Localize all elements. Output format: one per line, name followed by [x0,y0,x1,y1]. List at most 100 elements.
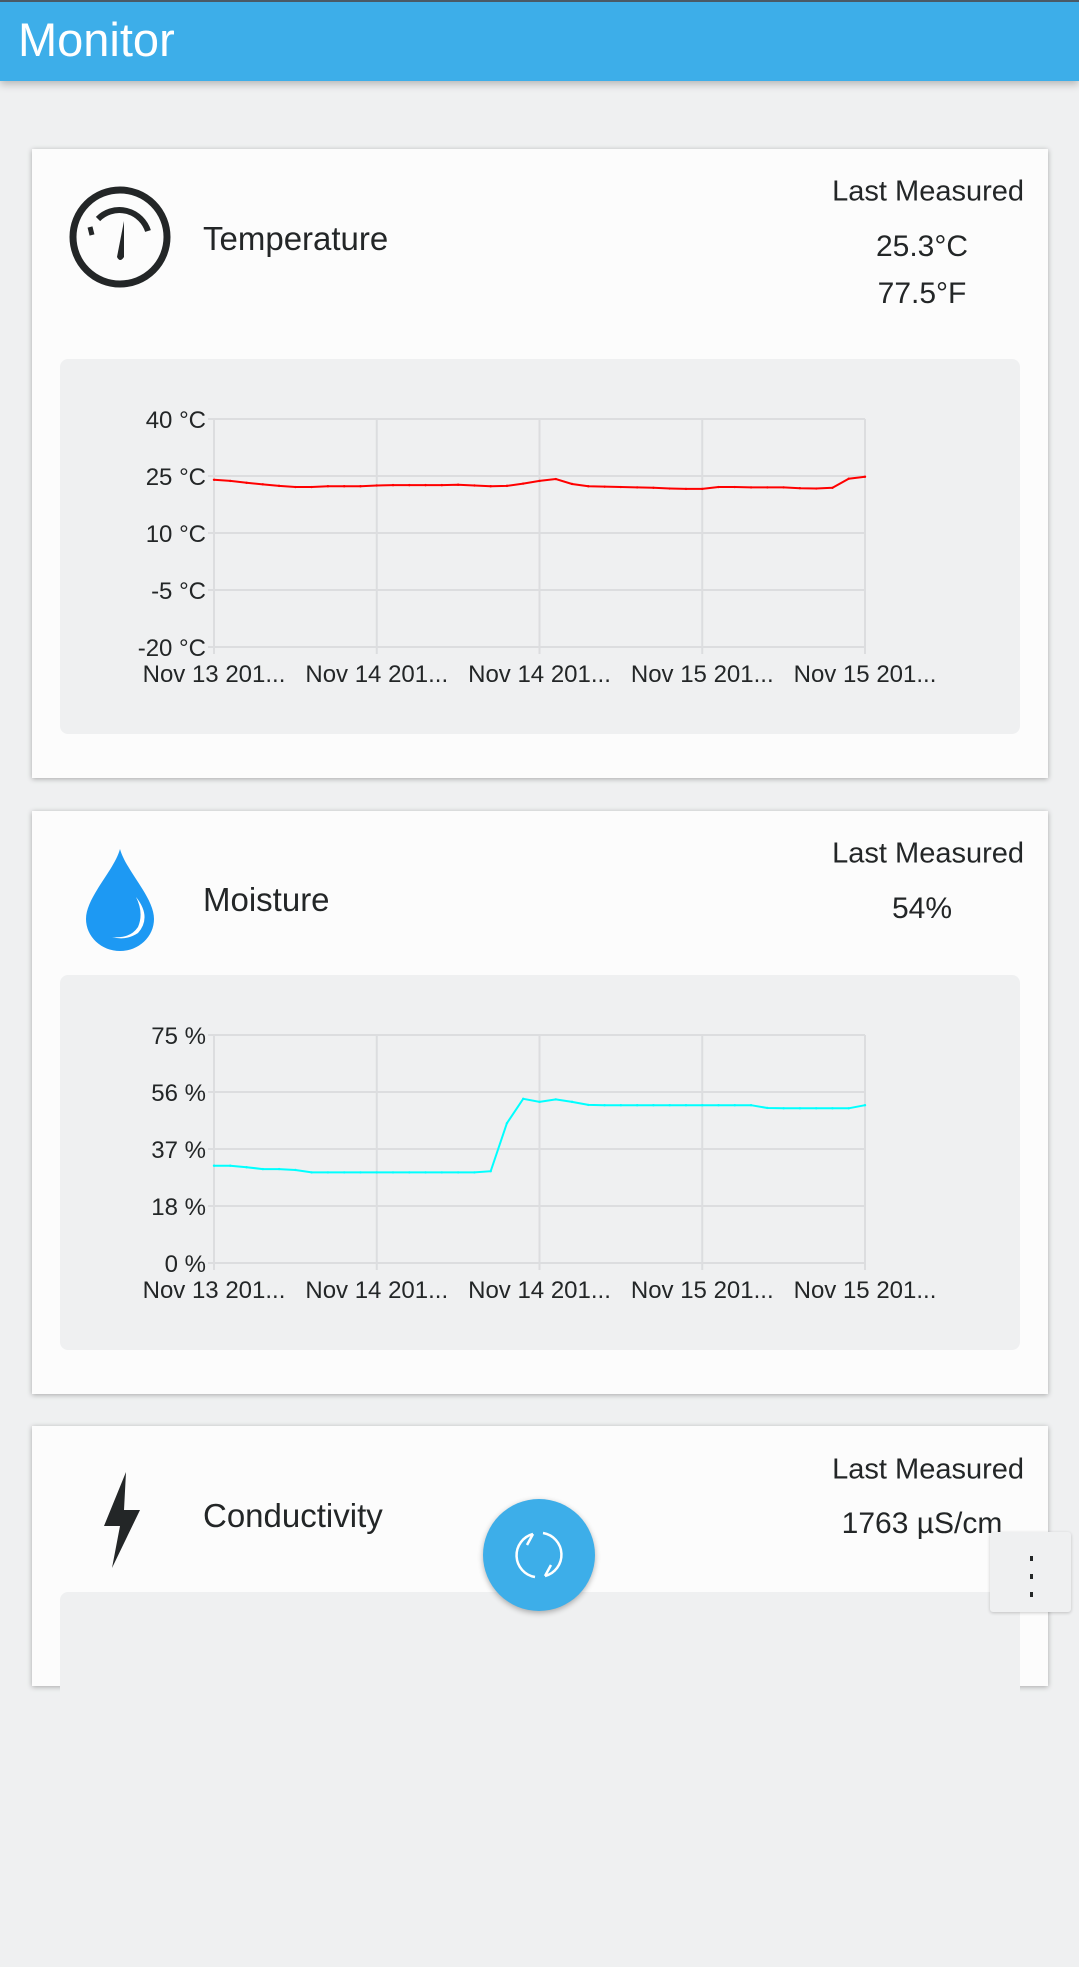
data-point [522,482,525,485]
data-point [522,1097,525,1101]
data-point [229,1164,232,1167]
y-tick-label: 18 % [151,1194,206,1221]
data-point [538,1100,541,1104]
data-point [587,1103,590,1107]
data-point [798,1107,802,1110]
x-tick-label: Nov 14 201... [468,1277,611,1304]
data-point [277,484,281,488]
vertical-dots-icon [1030,1556,1033,1597]
data-point [635,1104,639,1107]
last-measured-label: Last Measured [832,837,1024,870]
data-point [782,486,785,489]
gauge-icon [69,186,171,288]
x-tick-label: Nov 13 201... [143,661,286,688]
data-point [863,475,867,478]
overflow-menu-button[interactable] [990,1532,1071,1612]
data-point [603,1104,606,1107]
temperature-card: Temperature Last Measured 25.3°C 77.5°F … [32,149,1048,778]
data-point [749,1104,753,1107]
data-point [570,482,574,486]
conductivity-chart [60,1592,1020,1967]
data-point [847,477,850,480]
data-point [326,1171,330,1174]
card-title: Moisture [203,881,330,918]
data-point [294,485,297,489]
data-point [245,481,248,485]
data-point [326,485,330,488]
y-tick-label: 56 % [151,1080,206,1107]
data-point [587,485,590,488]
data-point [538,479,541,483]
last-measured-label: Last Measured [832,1453,1024,1486]
data-point [456,1171,460,1174]
x-tick-label: Nov 14 201... [305,661,448,688]
data-point [652,1104,655,1107]
data-point [668,487,671,490]
app-title: Monitor [18,13,175,66]
x-tick-label: Nov 15 201... [631,1277,774,1304]
data-point [440,1171,444,1174]
data-point [652,486,655,489]
data-point [359,1171,362,1174]
data-point [717,485,720,489]
refresh-button[interactable] [483,1499,595,1611]
last-measured-value: 1763 µS/cm [841,1507,1003,1540]
data-point [261,1167,265,1171]
data-point [717,1104,720,1107]
data-point [456,483,460,486]
data-point [749,486,753,489]
data-point [473,484,476,487]
app-header: Monitor [0,0,1079,81]
data-point [554,1098,557,1101]
data-point [408,1171,411,1174]
y-tick-label: -5 °C [151,578,206,605]
data-point [212,478,216,481]
data-point [310,1171,313,1174]
x-tick-label: Nov 14 201... [305,1277,448,1304]
data-point [261,483,265,486]
data-point [375,484,378,487]
y-tick-label: 10 °C [146,521,206,548]
refresh-icon [515,1531,563,1579]
data-point [733,1104,736,1107]
lightning-bolt-icon [104,1472,140,1568]
data-point [391,1171,395,1174]
data-point [505,484,509,488]
last-measured-label: Last Measured [832,175,1024,208]
data-point [766,1106,769,1110]
x-tick-label: Nov 15 201... [794,1277,937,1304]
data-point [473,1171,476,1174]
y-tick-label: 0 % [165,1251,206,1278]
moisture-card: Moisture Last Measured 54% 75 % 56 % 37 % 1… [32,811,1048,1394]
data-point [684,487,688,491]
data-point [229,479,232,483]
data-point [294,1168,297,1172]
data-point [766,486,769,489]
data-point [684,1104,688,1107]
x-tick-label: Nov 14 201... [468,661,611,688]
data-point [863,1104,867,1107]
data-point [310,485,313,489]
moisture-chart: 75 % 56 % 37 % 18 % 0 % Nov 13 201... Nov 14 2… [60,975,1020,1350]
data-point [782,1107,785,1110]
x-tick-label: Nov 15 201... [794,661,937,688]
data-point [277,1167,281,1171]
data-point [440,483,444,487]
data-point [391,483,395,487]
data-point [343,1171,346,1174]
data-point [619,1104,623,1107]
data-point [245,1166,248,1169]
data-point [798,486,802,490]
water-drop-icon [86,849,154,951]
data-point [424,1171,427,1174]
y-tick-label: -20 °C [138,635,206,662]
last-measured-value: 54% [891,892,953,925]
data-point [814,487,818,490]
data-point [489,485,492,488]
data-point [668,1104,671,1107]
y-tick-label: 37 % [151,1137,206,1164]
data-point [831,1107,834,1110]
data-point [847,1107,850,1110]
data-point [343,485,346,488]
